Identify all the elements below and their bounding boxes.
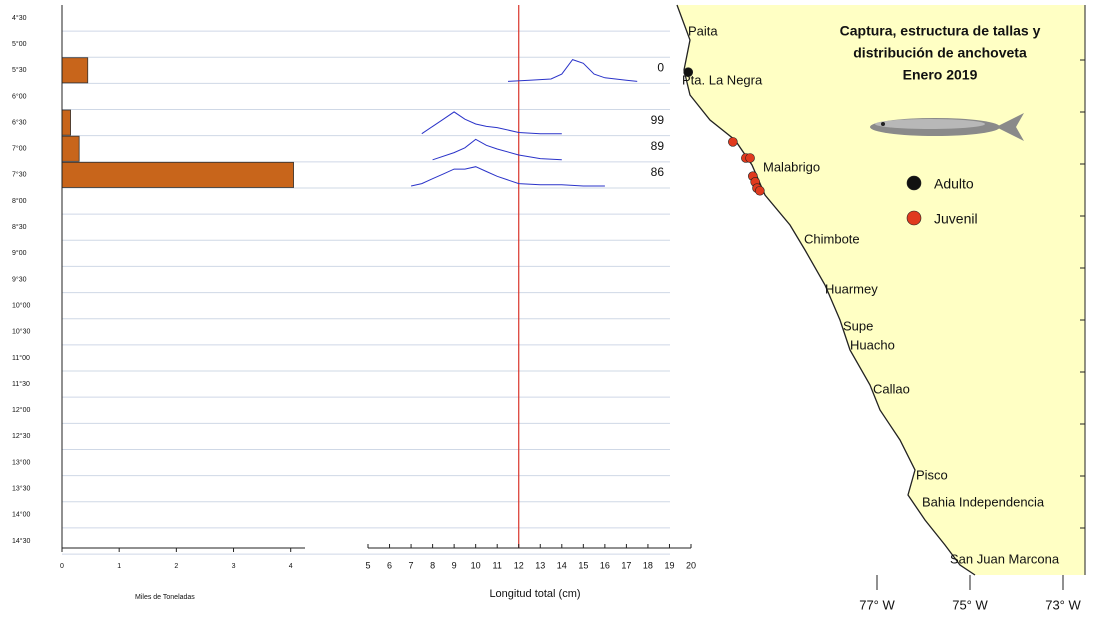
legend-label: Adulto <box>934 176 974 192</box>
bar <box>61 57 89 84</box>
place-label: San Juan Marcona <box>950 551 1060 566</box>
y-tick-label: 13°30 <box>12 485 30 493</box>
place-label: Callao <box>873 381 910 396</box>
catch-point <box>683 67 694 77</box>
catch-point <box>745 153 755 163</box>
length-curve <box>432 138 562 161</box>
y-tick-label: 10°00 <box>12 301 30 309</box>
y-tick-label: 5°30 <box>12 66 27 74</box>
y-tick-label: 11°00 <box>12 354 30 362</box>
x-tick-label: 1 <box>117 563 121 570</box>
y-tick-label: 8°30 <box>12 223 27 231</box>
x-tick-label: 15 <box>578 560 588 570</box>
y-tick-label: 13°00 <box>12 458 30 466</box>
bar <box>61 109 71 136</box>
x-tick-label: 6 <box>387 560 392 570</box>
x-tick-label: 5 <box>365 560 370 570</box>
x-axis-label: Miles de Toneladas <box>135 594 195 601</box>
x-tick-label: 3 <box>232 563 236 570</box>
y-tick-label: 10°30 <box>12 328 30 336</box>
y-tick-label: 6°30 <box>12 118 27 126</box>
y-tick-label: 7°30 <box>12 171 27 179</box>
place-label: Bahia Independencia <box>922 494 1045 509</box>
map-title: Enero 2019 <box>903 67 978 83</box>
x-tick-label: 0 <box>60 563 64 570</box>
catch-point <box>728 137 738 147</box>
y-tick-label: 12°30 <box>12 432 30 440</box>
coastline <box>676 4 976 576</box>
length-curve <box>507 59 638 82</box>
lon-tick-label: 73° W <box>1045 597 1081 612</box>
map-title: distribución de anchoveta <box>853 45 1027 61</box>
x-tick-label: 17 <box>621 560 631 570</box>
legend-marker <box>906 175 922 191</box>
place-label: Supe <box>843 318 873 333</box>
lon-tick-label: 75° W <box>952 597 988 612</box>
y-tick-label: 9°00 <box>12 249 27 257</box>
y-tick-label: 9°30 <box>12 275 27 283</box>
bar <box>61 135 80 162</box>
juvenile-percent: 89 <box>651 139 665 153</box>
place-label: Pta. La Negra <box>682 72 763 87</box>
place-label: Huacho <box>850 337 895 352</box>
bar <box>61 161 294 188</box>
x-tick-label: 20 <box>686 560 696 570</box>
place-label: Paita <box>688 23 718 38</box>
length-curve <box>421 111 562 135</box>
place-label: Chimbote <box>804 231 860 246</box>
y-tick-label: 12°00 <box>12 406 30 414</box>
x-tick-label: 14 <box>557 560 567 570</box>
place-label: Pisco <box>916 467 948 482</box>
land <box>677 5 1085 575</box>
juvenile-percent: 99 <box>651 113 665 127</box>
x-tick-label: 10 <box>471 560 481 570</box>
y-tick-label: 14°00 <box>12 511 30 519</box>
x-tick-label: 4 <box>289 563 293 570</box>
x-tick-label: 13 <box>535 560 545 570</box>
x-tick-label: 19 <box>664 560 674 570</box>
map-title: Captura, estructura de tallas y <box>840 23 1041 39</box>
x-tick-label: 11 <box>493 560 502 570</box>
y-tick-label: 8°00 <box>12 197 27 205</box>
x-tick-label: 12 <box>514 560 524 570</box>
y-tick-label: 4°30 <box>12 14 27 22</box>
legend-marker <box>906 210 922 226</box>
y-tick-label: 11°30 <box>12 380 30 388</box>
juvenile-percent: 86 <box>651 165 665 179</box>
juvenile-percent: 0 <box>657 60 664 74</box>
place-label: Malabrigo <box>763 159 820 174</box>
lon-tick-label: 77° W <box>859 597 895 612</box>
x-axis-label: Longitud total (cm) <box>489 588 580 600</box>
x-tick-label: 2 <box>174 563 178 570</box>
length-curve <box>410 166 605 187</box>
catch-point <box>755 185 765 196</box>
legend-label: Juvenil <box>934 211 978 227</box>
y-tick-label: 7°00 <box>12 145 27 153</box>
place-label: Huarmey <box>825 281 878 296</box>
y-tick-label: 5°00 <box>12 40 27 48</box>
x-tick-label: 8 <box>430 560 435 570</box>
y-tick-label: 6°00 <box>12 92 27 100</box>
x-tick-label: 7 <box>409 560 414 570</box>
x-tick-label: 18 <box>643 560 653 570</box>
x-tick-label: 16 <box>600 560 610 570</box>
y-tick-label: 14°30 <box>12 537 30 545</box>
x-tick-label: 9 <box>452 560 457 570</box>
fish-icon <box>870 113 1024 141</box>
